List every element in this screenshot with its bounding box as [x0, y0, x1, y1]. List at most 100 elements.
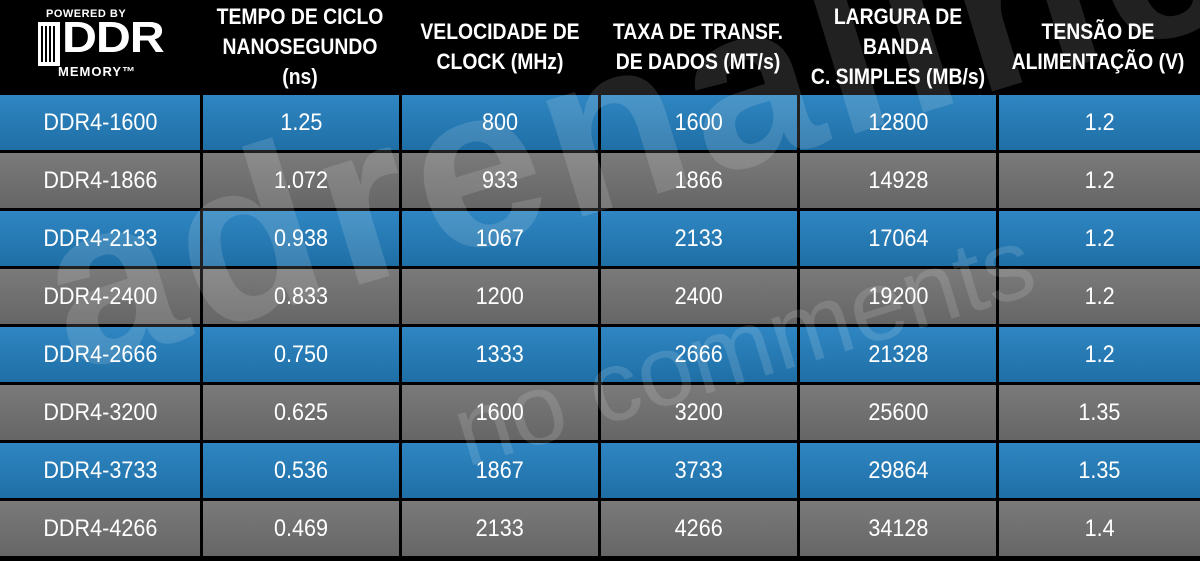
cell-bandwidth: 29864 — [800, 443, 996, 498]
cell-cycle-time: 0.469 — [203, 501, 399, 556]
cell-value: 3200 — [674, 398, 724, 426]
cell-clock-speed: 1600 — [402, 385, 598, 440]
header-cycle-time: TEMPO DE CICLO NANOSEGUNDO (ns) — [216, 4, 384, 89]
cell-value: 1067 — [475, 224, 525, 252]
cell-voltage: 1.2 — [999, 327, 1200, 382]
cell-value: 12800 — [867, 108, 929, 136]
cell-value: DDR4-1866 — [42, 166, 158, 194]
cell-transfer-rate: 2400 — [601, 269, 797, 324]
cell-model: DDR4-1866 — [0, 153, 200, 208]
cell-value: DDR4-4266 — [42, 514, 158, 542]
cell-value: 17064 — [867, 224, 929, 252]
header-voltage: TENSÃO DE ALIMENTAÇÃO (V) — [1011, 19, 1185, 74]
cell-model: DDR4-2400 — [0, 269, 200, 324]
cell-transfer-rate: 3200 — [601, 385, 797, 440]
cell-transfer-rate: 1600 — [601, 95, 797, 150]
cell-clock-speed: 1200 — [402, 269, 598, 324]
cell-value: 4266 — [674, 514, 724, 542]
cell-value: 800 — [481, 108, 519, 136]
cell-value: 1.2 — [1084, 282, 1115, 310]
cell-value: 1.072 — [273, 166, 329, 194]
cell-model: DDR4-3733 — [0, 443, 200, 498]
cell-voltage: 1.2 — [999, 269, 1200, 324]
cell-bandwidth: 14928 — [800, 153, 996, 208]
cell-value: DDR4-3733 — [42, 456, 158, 484]
logo-powered-text: POWERED BY — [46, 8, 127, 20]
cell-value: 1600 — [475, 398, 525, 426]
cell-model: DDR4-2133 — [0, 211, 200, 266]
cell-value: 2133 — [674, 224, 724, 252]
cell-model: DDR4-2666 — [0, 327, 200, 382]
header-clock-speed: VELOCIDADE DE CLOCK (MHz) — [420, 19, 580, 74]
cell-model: DDR4-4266 — [0, 501, 200, 556]
cell-value: DDR4-2666 — [42, 340, 158, 368]
header-transfer-rate: TAXA DE TRANSF. DE DADOS (MT/s) — [613, 19, 783, 74]
cell-clock-speed: 1333 — [402, 327, 598, 382]
cell-value: 1867 — [475, 456, 525, 484]
cell-value: DDR4-2400 — [42, 282, 158, 310]
cell-clock-speed: 2133 — [402, 501, 598, 556]
cell-value: 29864 — [867, 456, 929, 484]
cell-value: 1.4 — [1084, 514, 1115, 542]
cell-clock-speed: 933 — [402, 153, 598, 208]
table-row: DDR4-4266 0.469 2133 4266 34128 1.4 — [0, 501, 1200, 556]
table-row: DDR4-2666 0.750 1333 2666 21328 1.2 — [0, 327, 1200, 382]
table-row: DDR4-1866 1.072 933 1866 14928 1.2 — [0, 153, 1200, 208]
cell-cycle-time: 0.938 — [203, 211, 399, 266]
cell-value: 933 — [481, 166, 519, 194]
cell-transfer-rate: 2666 — [601, 327, 797, 382]
table-row: DDR4-2400 0.833 1200 2400 19200 1.2 — [0, 269, 1200, 324]
cell-value: 0.750 — [273, 340, 329, 368]
cell-transfer-rate: 2133 — [601, 211, 797, 266]
cell-bandwidth: 19200 — [800, 269, 996, 324]
cell-value: 1.35 — [1078, 456, 1121, 484]
cell-value: 2666 — [674, 340, 724, 368]
cell-value: DDR4-3200 — [42, 398, 158, 426]
ddr-memory-logo: POWERED BY DDR MEMORY™ — [36, 8, 168, 84]
logo-memory-text: MEMORY™ — [58, 64, 137, 79]
cell-voltage: 1.35 — [999, 443, 1200, 498]
cell-voltage: 1.2 — [999, 211, 1200, 266]
table-row: DDR4-1600 1.25 800 1600 12800 1.2 — [0, 95, 1200, 150]
cell-value: 1.2 — [1084, 108, 1115, 136]
cell-value: 1.2 — [1084, 166, 1115, 194]
cell-value: 1333 — [475, 340, 525, 368]
cell-bandwidth: 12800 — [800, 95, 996, 150]
cell-cycle-time: 0.750 — [203, 327, 399, 382]
cell-voltage: 1.2 — [999, 153, 1200, 208]
cell-value: 1.35 — [1078, 398, 1121, 426]
cell-value: 0.833 — [273, 282, 329, 310]
cell-value: 14928 — [867, 166, 929, 194]
cell-value: 1200 — [475, 282, 525, 310]
table-header: POWERED BY DDR MEMORY™ TEMPO DE CICLO NA… — [0, 0, 1200, 92]
logo-ddr-text: DDR — [62, 13, 165, 62]
cell-value: DDR4-2133 — [42, 224, 158, 252]
table-row: DDR4-3200 0.625 1600 3200 25600 1.35 — [0, 385, 1200, 440]
cell-value: 0.536 — [273, 456, 329, 484]
cell-value: 0.469 — [273, 514, 329, 542]
header-bandwidth: LARGURA DE BANDA C. SIMPLES (MB/s) — [810, 4, 986, 89]
cell-value: 1.2 — [1084, 340, 1115, 368]
table-row: DDR4-3733 0.536 1867 3733 29864 1.35 — [0, 443, 1200, 498]
cell-value: 2400 — [674, 282, 724, 310]
cell-voltage: 1.4 — [999, 501, 1200, 556]
cell-value: 19200 — [867, 282, 929, 310]
cell-model: DDR4-3200 — [0, 385, 200, 440]
cell-value: 25600 — [867, 398, 929, 426]
cell-cycle-time: 0.833 — [203, 269, 399, 324]
cell-value: 1.2 — [1084, 224, 1115, 252]
cell-voltage: 1.35 — [999, 385, 1200, 440]
cell-bandwidth: 34128 — [800, 501, 996, 556]
cell-cycle-time: 1.072 — [203, 153, 399, 208]
cell-clock-speed: 1067 — [402, 211, 598, 266]
cell-value: 1.25 — [279, 108, 323, 136]
cell-value: 3733 — [674, 456, 724, 484]
cell-transfer-rate: 4266 — [601, 501, 797, 556]
cell-value: 1600 — [674, 108, 724, 136]
cell-value: 2133 — [475, 514, 525, 542]
memory-chip-icon — [38, 22, 60, 66]
cell-value: 0.625 — [273, 398, 329, 426]
cell-cycle-time: 0.625 — [203, 385, 399, 440]
cell-value: 21328 — [867, 340, 929, 368]
cell-value: DDR4-1600 — [42, 108, 158, 136]
